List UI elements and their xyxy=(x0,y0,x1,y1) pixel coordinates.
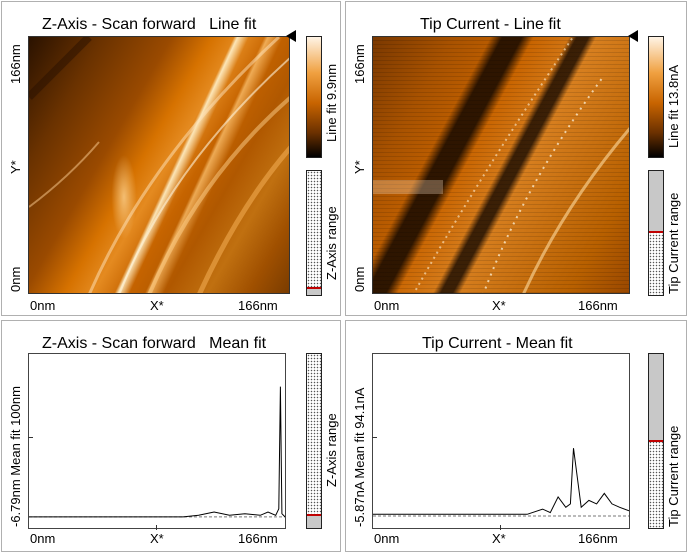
mean-fit-series-line xyxy=(29,386,285,518)
x-axis-left-label: 0nm xyxy=(30,531,56,546)
tip-mean-line-chart xyxy=(373,448,629,517)
mean-fit-series-line xyxy=(373,448,629,515)
x-axis-mid-label: X* xyxy=(150,531,164,546)
tip-mean-plot[interactable] xyxy=(372,353,630,529)
panel-title: Tip Current - Line fit xyxy=(420,16,561,33)
y-axis-mid-label: Y* xyxy=(352,160,367,174)
tip-current-range-bar[interactable] xyxy=(648,170,664,296)
range-fill xyxy=(649,171,663,233)
x-axis-right-label: 166nm xyxy=(238,298,278,313)
x-tick xyxy=(156,525,157,530)
panel-tip-line-fit: Tip Current - Line fit 166nm Y* 0nm Line… xyxy=(345,1,687,316)
z-topography-image[interactable] xyxy=(28,36,290,294)
x-axis-left-label: 0nm xyxy=(374,531,400,546)
panel-title: Z-Axis - Scan forward Line fit xyxy=(42,16,257,33)
y-axis-top-label: 166nm xyxy=(352,44,367,84)
colorbar-label: Line fit 9.9nm xyxy=(324,63,339,142)
colorbar-label: Line fit 13.8nA xyxy=(666,64,681,148)
colorbar xyxy=(306,36,322,158)
x-axis-mid-label: X* xyxy=(492,298,506,313)
x-axis-mid-label: X* xyxy=(492,531,506,546)
tip-current-texture xyxy=(373,37,629,293)
tip-current-image[interactable] xyxy=(372,36,630,294)
scan-position-marker[interactable] xyxy=(628,30,638,42)
x-axis-right-label: 166nm xyxy=(238,531,278,546)
range-label: Z-Axis range xyxy=(324,206,339,280)
y-axis-label: -5.87nA Mean fit 94.1nA xyxy=(352,387,367,527)
range-fill xyxy=(649,354,663,442)
z-mean-plot[interactable] xyxy=(28,353,286,529)
y-axis-bottom-label: 0nm xyxy=(8,266,23,292)
topography-texture xyxy=(29,37,289,293)
x-axis-left-label: 0nm xyxy=(374,298,400,313)
panel-tip-mean-fit: Tip Current - Mean fit -5.87nA Mean fit … xyxy=(345,320,687,552)
tip-current-range-bar[interactable] xyxy=(648,353,664,529)
z-mean-line-chart xyxy=(29,386,285,518)
y-axis-mid-label: Y* xyxy=(8,160,23,174)
scan-position-marker[interactable] xyxy=(286,30,296,42)
y-axis-label: -6.79nm Mean fit 100nm xyxy=(8,386,23,527)
x-axis-right-label: 166nm xyxy=(578,531,618,546)
y-axis-bottom-label: 0nm xyxy=(352,266,367,292)
panel-z-line-fit: Z-Axis - Scan forward Line fit 166nm Y* … xyxy=(1,1,341,316)
x-axis-left-label: 0nm xyxy=(30,298,56,313)
panel-title: Tip Current - Mean fit xyxy=(422,335,573,352)
x-axis-mid-label: X* xyxy=(150,298,164,313)
range-label: Tip Current range xyxy=(666,192,681,294)
y-axis-top-label: 166nm xyxy=(8,44,23,84)
panel-z-mean-fit: Z-Axis - Scan forward Mean fit -6.79nm M… xyxy=(1,320,341,552)
z-axis-range-bar[interactable] xyxy=(306,353,322,529)
y-tick xyxy=(28,437,33,438)
range-label: Z-Axis range xyxy=(324,413,339,487)
x-tick xyxy=(500,525,501,530)
range-fill xyxy=(307,514,321,528)
x-axis-right-label: 166nm xyxy=(578,298,618,313)
y-tick xyxy=(372,437,377,438)
range-label: Tip Current range xyxy=(666,425,681,527)
panel-title: Z-Axis - Scan forward Mean fit xyxy=(42,335,267,352)
colorbar xyxy=(648,36,664,158)
z-axis-range-bar[interactable] xyxy=(306,170,322,296)
range-fill xyxy=(307,287,321,295)
